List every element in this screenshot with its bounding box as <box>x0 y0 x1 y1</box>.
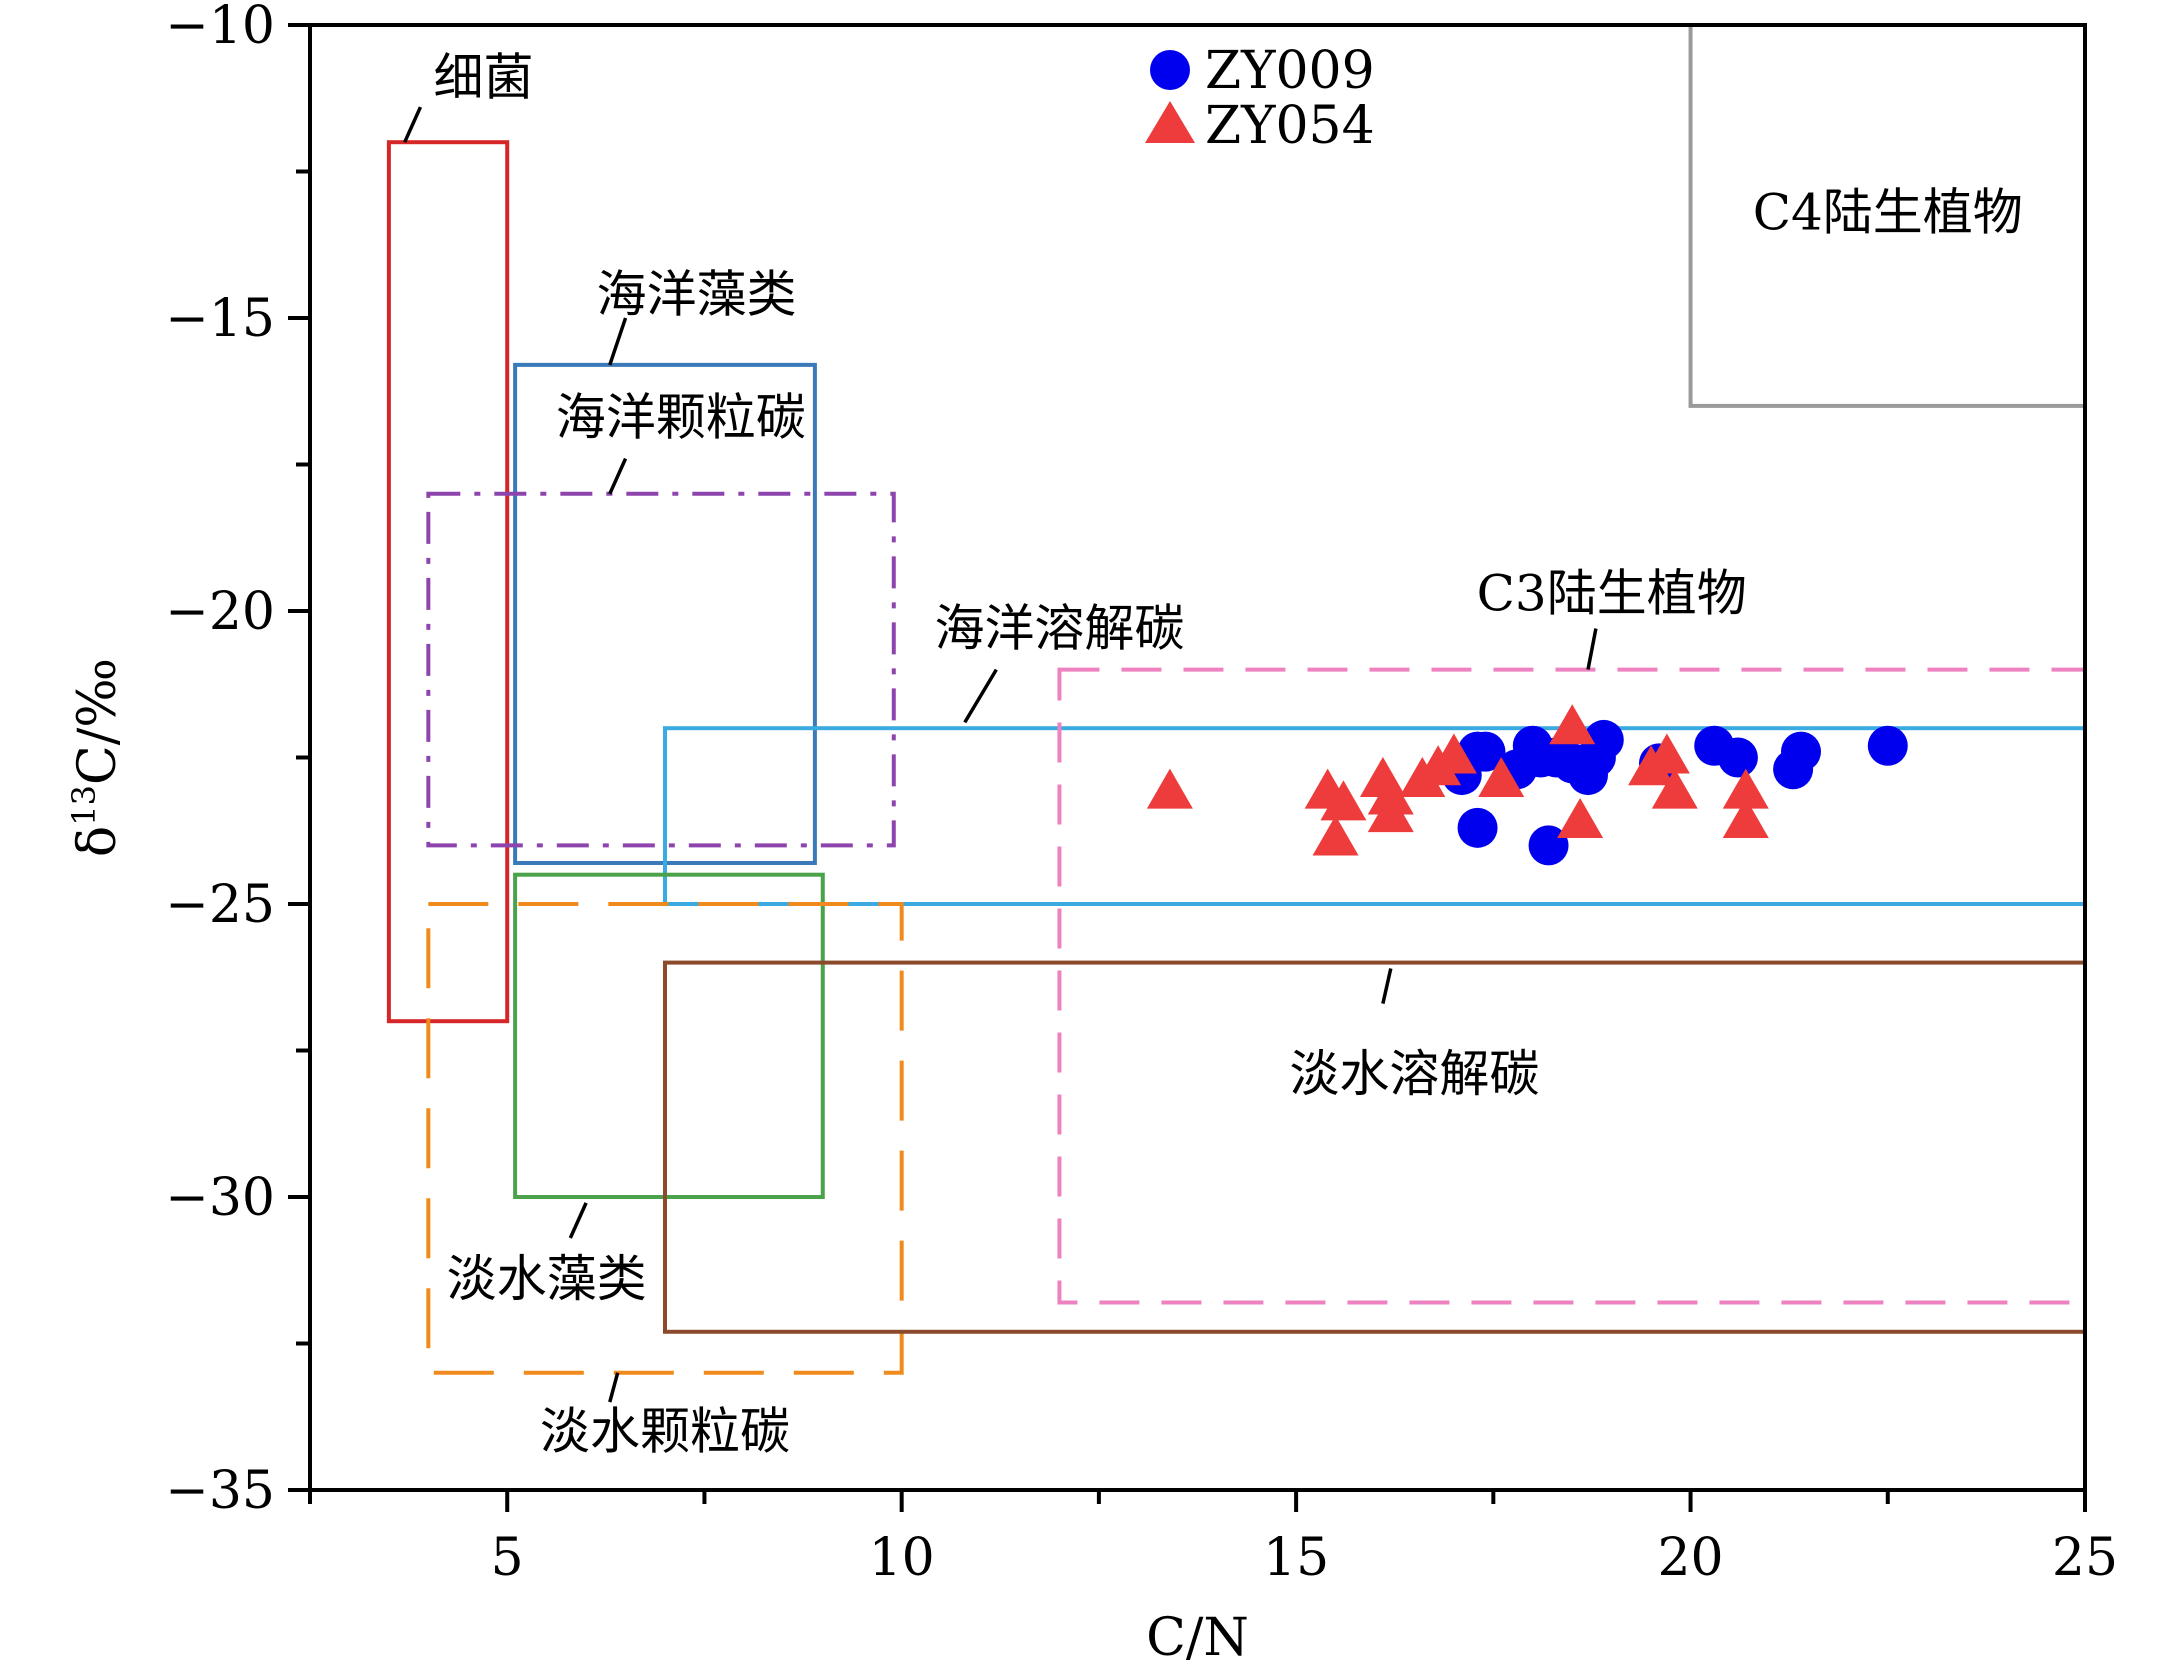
point-ZY054-0 <box>1146 768 1193 809</box>
region-leader-8 <box>1381 968 1393 1005</box>
region-leader-4 <box>1586 628 1598 670</box>
y-tick-label-3: −25 <box>165 875 275 935</box>
point-ZY009-13 <box>1717 737 1758 778</box>
x-tick-label-3: 20 <box>1657 1528 1723 1588</box>
x-tick-label-2: 15 <box>1263 1528 1329 1588</box>
y-title-rest: C/‰ <box>68 658 128 785</box>
region-leader-3 <box>963 668 998 724</box>
region-box-0 <box>386 140 510 1024</box>
x-axis-title: C/N <box>1146 1608 1249 1668</box>
y-title-delta: δ <box>68 826 128 857</box>
point-ZY054-17 <box>1722 797 1769 838</box>
x-axis: 5 10 15 20 25 <box>308 1490 2118 1588</box>
x-tick-label-0: 5 <box>491 1528 524 1588</box>
point-ZY009-16 <box>1867 725 1908 766</box>
y-tick-label-1: −15 <box>165 289 275 349</box>
point-ZY054-11 <box>1549 704 1596 745</box>
legend-marker-ZY054 <box>1145 101 1195 143</box>
point-ZY054-6 <box>1367 792 1414 833</box>
region-box-2 <box>426 491 896 848</box>
point-ZY009-17 <box>1457 807 1498 848</box>
region-label-2: 海洋颗粒碳 <box>556 389 806 447</box>
region-label-6: 淡水藻类 <box>447 1250 647 1308</box>
y-axis: −10 −15 −20 −25 −30 −35 <box>165 0 310 1521</box>
point-ZY054-12 <box>1557 797 1604 838</box>
region-box-7 <box>426 902 904 1375</box>
region-leader-1 <box>608 317 628 366</box>
region-leader-7 <box>608 1372 620 1403</box>
points-layer <box>1146 704 1908 866</box>
region-label-1: 海洋藻类 <box>597 266 797 324</box>
y-title-superscript: 13 <box>65 785 103 826</box>
legend-marker-ZY009 <box>1150 50 1190 90</box>
y-tick-label-0: −10 <box>165 0 275 56</box>
x-tick-label-1: 10 <box>869 1528 935 1588</box>
point-ZY054-10 <box>1478 756 1525 797</box>
point-ZY054-14 <box>1643 733 1690 774</box>
region-leader-6 <box>568 1202 588 1239</box>
point-ZY054-15 <box>1651 768 1698 809</box>
region-label-5: C4陆生植物 <box>1753 184 2023 242</box>
region-box-6 <box>513 872 825 1199</box>
y-axis-title: δ13C/‰ <box>65 658 128 857</box>
region-label-0: 细菌 <box>434 49 534 107</box>
region-label-4: C3陆生植物 <box>1477 564 1747 622</box>
y-tick-label-5: −35 <box>165 1461 275 1521</box>
legend-label-ZY009: ZY009 <box>1205 41 1375 101</box>
legend-label-ZY054: ZY054 <box>1205 96 1375 156</box>
x-tick-label-4: 25 <box>2052 1528 2118 1588</box>
point-ZY054-9 <box>1430 733 1477 774</box>
point-ZY009-18 <box>1528 825 1569 866</box>
point-ZY054-3 <box>1312 815 1359 856</box>
point-ZY054-16 <box>1722 768 1769 809</box>
y-tick-label-4: −30 <box>165 1168 275 1228</box>
point-ZY009-2 <box>1465 731 1506 772</box>
point-ZY054-2 <box>1320 780 1367 821</box>
region-leader-2 <box>608 457 628 495</box>
region-leader-0 <box>403 106 423 143</box>
region-label-3: 海洋溶解碳 <box>934 600 1184 658</box>
point-ZY009-10 <box>1583 719 1624 760</box>
point-ZY009-15 <box>1781 731 1821 772</box>
region-label-7: 淡水颗粒碳 <box>540 1402 790 1460</box>
region-label-8: 淡水溶解碳 <box>1289 1045 1539 1103</box>
leaders-layer <box>403 106 1598 1403</box>
y-tick-label-2: −20 <box>165 582 275 642</box>
region-box-8 <box>663 960 2087 1334</box>
